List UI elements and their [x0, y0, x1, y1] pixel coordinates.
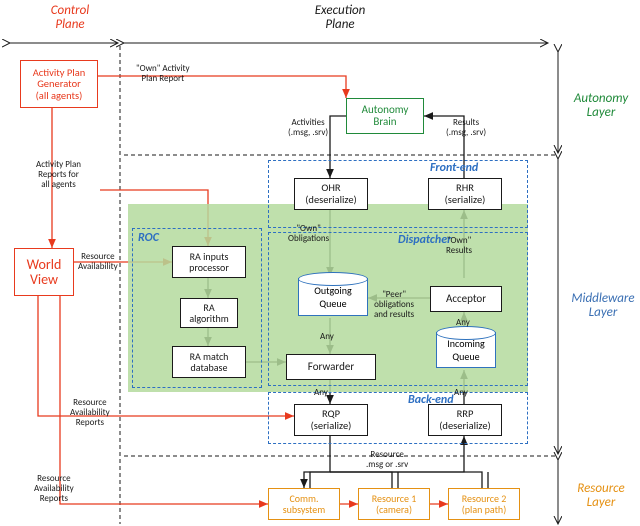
execution-plane-header: Execution Plane: [300, 4, 380, 33]
rrp-box: RRP (deserialize): [428, 404, 502, 436]
annot-resAvailRep2: Resource Availability Reports: [34, 474, 74, 504]
annot-peerOblig: "Peer" obligations and results: [374, 290, 414, 320]
middleware-layer-header: Middleware Layer: [566, 292, 640, 321]
raalg-box: RA algorithm: [180, 298, 238, 328]
annot-any2: Any: [314, 388, 328, 398]
ramatch-box: RA match database: [172, 346, 246, 378]
roc-label: ROC: [138, 232, 159, 245]
annot-resourceMsg: Resource .msg or .srv: [366, 450, 408, 470]
annot-apReports: Activity Plan Reports for all agents: [36, 160, 81, 190]
arrow-21: [330, 472, 392, 488]
autobrain-box: Autonomy Brain: [346, 98, 424, 134]
rhr-box: RHR (serialize): [428, 178, 502, 210]
worldview-box: World View: [14, 248, 74, 296]
comm-box: Comm. subsystem: [268, 488, 340, 520]
annot-any1: Any: [320, 332, 334, 342]
annot-results: Results (.msg, .srv): [446, 118, 486, 138]
resource-layer-header: Resource Layer: [566, 482, 636, 511]
ohr-box: OHR (deserialize): [294, 178, 368, 210]
control-plane-header: Control Plane: [40, 4, 100, 33]
annot-resAvailRep1: Resource Availability Reports: [70, 398, 110, 428]
annot-ownOblig: "Own" Obligations: [288, 224, 329, 244]
res1-box: Resource 1 (camera): [358, 488, 430, 520]
incoming-queue-cyl: Incoming Queue: [436, 332, 496, 368]
rainputs-box: RA inputs processor: [172, 246, 246, 278]
rqp-box: RQP (serialize): [294, 404, 368, 436]
res2-box: Resource 2 (plan path): [448, 488, 520, 520]
apg-box: Activity Plan Generator (all agents): [20, 60, 98, 108]
annot-any3: Any: [454, 388, 468, 398]
annot-ownResults: "Own" Results: [446, 236, 472, 256]
annot-resourceAvail: Resource Availability: [78, 252, 118, 272]
annot-any4: Any: [456, 318, 470, 328]
forwarder-box: Forwarder: [286, 354, 376, 380]
dispatcher-label: Dispatcher: [398, 234, 451, 247]
frontend-label: Front-end: [430, 162, 478, 175]
autonomy-layer-header: Autonomy Layer: [566, 92, 636, 121]
outgoing-queue-label: Outgoing Queue: [314, 284, 351, 310]
incoming-queue-label: Incoming Queue: [447, 337, 484, 363]
acceptor-box: Acceptor: [430, 286, 502, 312]
annot-ownActivity: "Own" Activity Plan Report: [136, 64, 190, 84]
annot-activities: Activities (.msg, .srv): [288, 118, 328, 138]
outgoing-queue-cyl: Outgoing Queue: [298, 278, 368, 316]
arrow-22: [330, 472, 482, 488]
